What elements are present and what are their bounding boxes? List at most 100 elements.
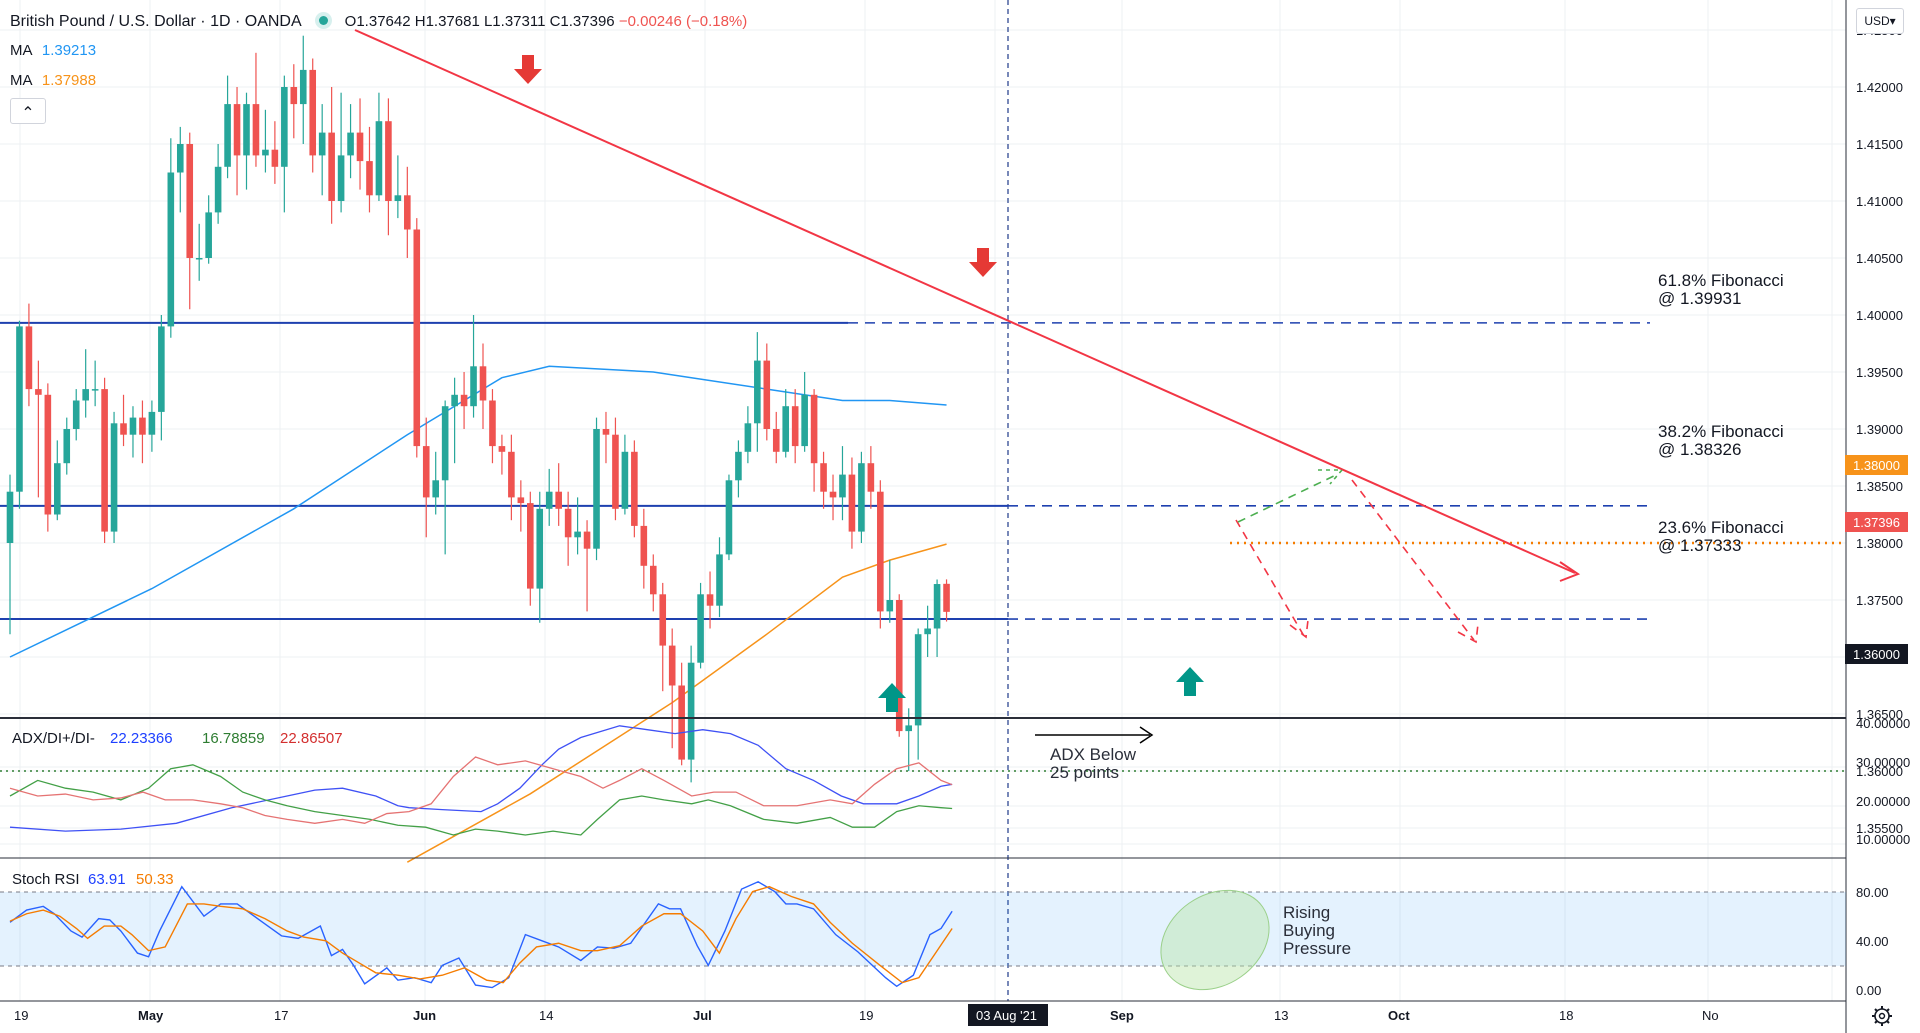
time-tick: No bbox=[1702, 1008, 1719, 1023]
price-tick: 1.41000 bbox=[1856, 194, 1903, 209]
time-tick: 19 bbox=[859, 1008, 873, 1023]
candle-body bbox=[631, 451, 638, 526]
candle-body bbox=[678, 685, 685, 760]
candle-body bbox=[328, 132, 335, 201]
teal-up-arrow-icon bbox=[1176, 667, 1204, 696]
candle-body bbox=[290, 87, 298, 105]
candle-body bbox=[735, 451, 742, 481]
svg-text:61.8% Fibonacci: 61.8% Fibonacci bbox=[1658, 271, 1784, 290]
candle-body bbox=[148, 411, 156, 435]
time-axis[interactable]: 19May17Jun14Jul1916Sep13Oct18No bbox=[14, 1008, 1719, 1023]
candle-body bbox=[924, 628, 931, 635]
stoch-rsi-panel[interactable] bbox=[9, 880, 953, 989]
svg-text:40.00000: 40.00000 bbox=[1856, 716, 1910, 731]
candle-body bbox=[508, 451, 515, 498]
svg-text:38.2% Fibonacci: 38.2% Fibonacci bbox=[1658, 422, 1784, 441]
chart-drawings bbox=[354, 29, 1581, 712]
candle-body bbox=[318, 132, 326, 156]
candle-body bbox=[943, 583, 950, 612]
time-tick: 19 bbox=[14, 1008, 28, 1023]
teal-up-arrow-icon bbox=[878, 683, 906, 712]
price-axis[interactable]: 1.425001.420001.415001.410001.405001.400… bbox=[1856, 23, 1903, 836]
candle-body bbox=[6, 491, 14, 543]
symbol-title[interactable]: British Pound / U.S. Dollar · 1D · OANDA bbox=[10, 13, 301, 30]
candle-body bbox=[877, 491, 884, 612]
change-value: −0.00246 (−0.18%) bbox=[618, 13, 748, 30]
candle-body bbox=[716, 554, 723, 606]
time-tick: Sep bbox=[1110, 1008, 1134, 1023]
adx-line bbox=[9, 725, 953, 832]
projection-arrowhead-2 bbox=[1457, 623, 1479, 644]
time-tick: 18 bbox=[1559, 1008, 1573, 1023]
candle-body bbox=[914, 634, 922, 726]
stoch-annotation: Rising Buying Pressure bbox=[1283, 903, 1351, 958]
candle-body bbox=[347, 132, 354, 156]
candle-body bbox=[366, 161, 373, 196]
trendline bbox=[354, 29, 1576, 574]
candle-body bbox=[602, 429, 610, 435]
svg-text:Buying: Buying bbox=[1283, 921, 1335, 940]
stoch-d-line bbox=[9, 885, 953, 984]
candle-body bbox=[422, 446, 430, 498]
svg-text:30.00000: 30.00000 bbox=[1856, 755, 1910, 770]
candle-body bbox=[252, 104, 260, 156]
live-dot-icon bbox=[319, 16, 329, 25]
candle-body bbox=[895, 600, 903, 732]
candle-body bbox=[262, 149, 269, 156]
projection-path-green bbox=[1237, 473, 1339, 523]
adx-value: 22.23366 bbox=[110, 730, 173, 747]
currency-select[interactable]: USD▾ bbox=[1856, 8, 1904, 34]
candle-body bbox=[16, 326, 23, 492]
red-down-arrow-icon bbox=[969, 248, 997, 277]
candle-body bbox=[460, 394, 468, 407]
candle-body bbox=[63, 429, 71, 464]
symbol-header[interactable]: British Pound / U.S. Dollar · 1D · OANDA… bbox=[10, 13, 747, 31]
projection-arrowhead-1 bbox=[1289, 619, 1309, 639]
projection-arrowhead-green bbox=[1318, 469, 1344, 485]
di-plus-line bbox=[9, 764, 953, 836]
candle-body bbox=[158, 326, 165, 412]
candle-body bbox=[176, 144, 184, 173]
settings-gear-icon[interactable] bbox=[1872, 1006, 1892, 1026]
svg-text:10.00000: 10.00000 bbox=[1856, 832, 1910, 847]
stoch-k-value: 63.91 bbox=[88, 871, 126, 888]
price-tick: 1.38500 bbox=[1856, 479, 1903, 494]
time-tick: 13 bbox=[1274, 1008, 1288, 1023]
stoch-band bbox=[0, 892, 1846, 966]
rising-pressure-highlight bbox=[1160, 889, 1270, 991]
candle-body bbox=[479, 366, 487, 401]
candle-body bbox=[337, 155, 345, 201]
svg-text:1.38000: 1.38000 bbox=[1853, 458, 1900, 473]
stoch-title: Stoch RSI bbox=[12, 871, 80, 888]
candle-body bbox=[167, 172, 175, 327]
candle-body bbox=[564, 508, 572, 538]
candle-body bbox=[659, 594, 667, 646]
candle-body bbox=[432, 480, 439, 498]
adx-panel[interactable] bbox=[9, 725, 953, 836]
ma100-legend[interactable]: MA 1.39213 bbox=[10, 42, 97, 59]
candle-body bbox=[640, 525, 648, 566]
candle-body bbox=[744, 423, 752, 452]
ma200-legend[interactable]: MA 1.37988 bbox=[10, 72, 97, 89]
candle-body bbox=[281, 87, 288, 167]
collapse-legend-button[interactable]: ⌃ bbox=[10, 98, 46, 124]
price-badge-last: 1.37396 bbox=[1845, 512, 1908, 532]
svg-text:40.00: 40.00 bbox=[1856, 934, 1889, 949]
svg-text:1.37396: 1.37396 bbox=[1853, 515, 1900, 530]
candle-body bbox=[489, 400, 496, 447]
candle-body bbox=[839, 474, 846, 498]
candle-body bbox=[44, 394, 52, 515]
price-tick: 1.36000 bbox=[1856, 764, 1903, 779]
candle-body bbox=[754, 360, 761, 424]
fib382-label: 38.2% Fibonacci @ 1.38326 bbox=[1658, 422, 1784, 459]
candle-body bbox=[129, 417, 137, 435]
svg-text:@ 1.38326: @ 1.38326 bbox=[1658, 440, 1741, 459]
candle-body bbox=[451, 394, 458, 407]
stoch-axis: 80.00 40.00 0.00 bbox=[1856, 885, 1889, 998]
svg-text:03 Aug '21: 03 Aug '21 bbox=[976, 1008, 1037, 1023]
candle-body bbox=[527, 503, 534, 589]
projection-path-2 bbox=[1351, 479, 1475, 641]
price-tick: 1.42000 bbox=[1856, 80, 1903, 95]
red-down-arrow-icon bbox=[514, 55, 542, 84]
